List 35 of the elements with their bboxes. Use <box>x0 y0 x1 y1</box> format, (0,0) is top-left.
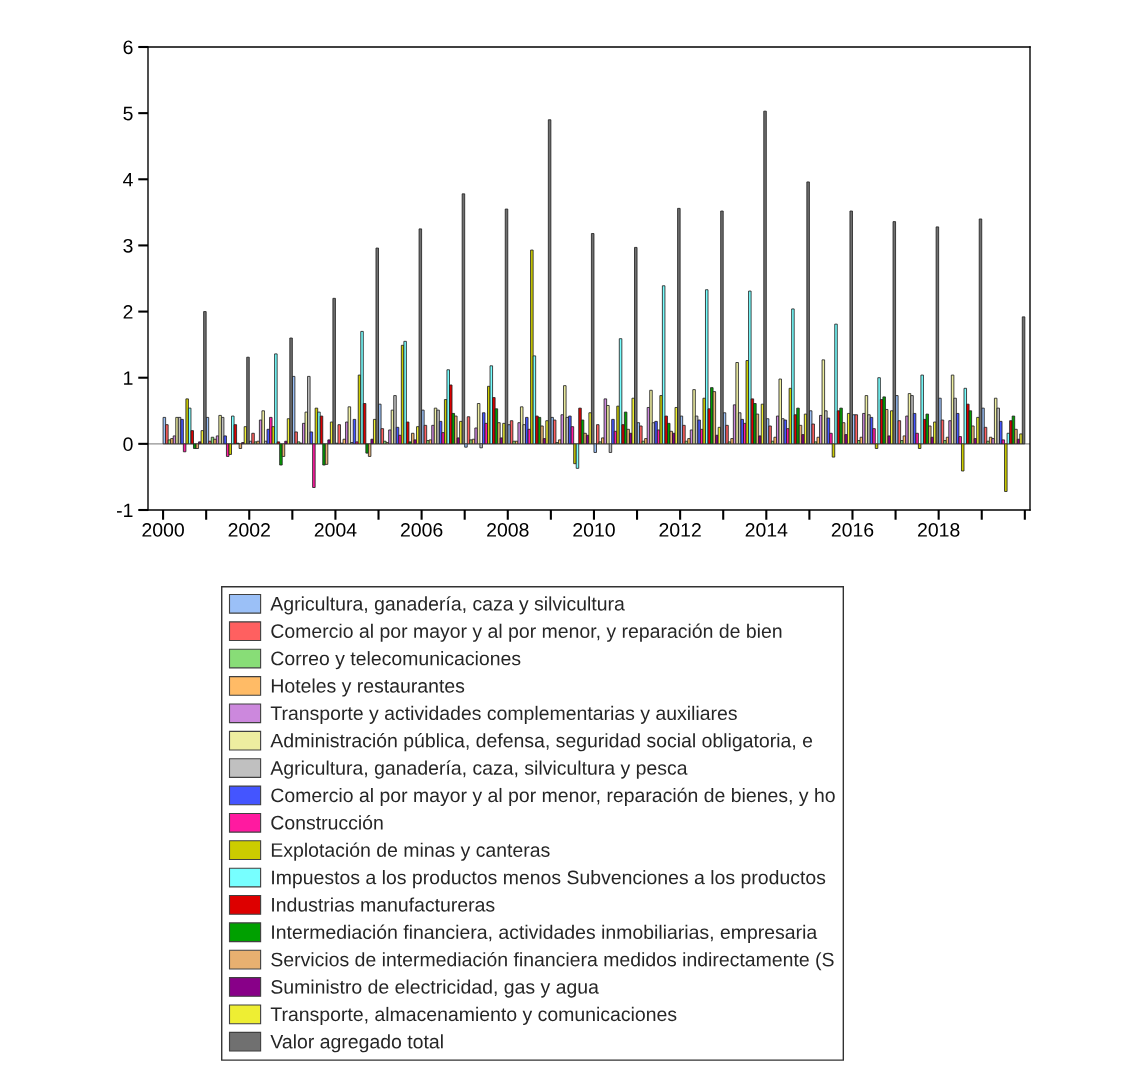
legend-label: Impuestos a los productos menos Subvenciones a los productos <box>272 870 826 889</box>
legend-label: Hoteles y restaurantes <box>271 678 465 697</box>
x-tick-label: 2016 <box>831 523 874 537</box>
x-tick-label: 2010 <box>573 523 615 537</box>
x-tick-label: 2008 <box>487 523 529 537</box>
y-tick-label: 2 <box>123 305 133 319</box>
legend-label: Servicios de intermediación financiera medidos indirectamente (S <box>271 951 834 971</box>
legend-label: Administración pública, defensa, seguridad social obligatoria, e <box>270 732 813 752</box>
legend-label: Industrias manufactureras <box>272 897 495 912</box>
x-tick-label: 2014 <box>745 523 788 537</box>
legend-label: Transporte y actividades complementarias y auxiliares <box>270 705 737 724</box>
y-tick-label: 1 <box>124 371 133 385</box>
x-tick-label: 2006 <box>400 523 443 537</box>
legend-label: Transporte, almacenamiento y comunicaciones <box>270 1006 677 1025</box>
x-tick-label: 2012 <box>659 523 701 537</box>
x-tick-label: 2000 <box>142 523 184 537</box>
legend-label: Correo y telecomunicaciones <box>271 651 521 670</box>
legend-label: Agricultura, ganadería, caza, silvicultura y pesca <box>270 760 688 779</box>
legend-label: Construcción <box>271 815 383 830</box>
y-tick-label: 3 <box>123 238 133 253</box>
legend-label: Comercio al por mayor y al por menor, reparación de bienes, y ho <box>271 787 835 807</box>
legend-label: Valor agregado total <box>270 1034 443 1053</box>
x-tick-label: 2004 <box>314 523 357 537</box>
x-tick-label: 2018 <box>918 523 960 537</box>
y-tick-label: 5 <box>123 106 133 121</box>
y-tick-label: 0 <box>123 437 133 452</box>
legend-label: Intermediación financiera, actividades inmobiliarias, empresaria <box>272 924 818 943</box>
y-tick-label: -1 <box>116 503 133 518</box>
legend-label: Agricultura, ganadería, caza y silvicultura <box>270 596 625 615</box>
y-tick-label: 6 <box>123 40 133 55</box>
legend-label: Explotación de minas y canteras <box>271 842 550 861</box>
legend-label: Comercio al por mayor y al por menor, y reparación de bien <box>271 623 782 642</box>
y-tick-label: 4 <box>123 172 133 187</box>
x-tick-label: 2002 <box>228 523 270 537</box>
legend-label: Suministro de electricidad, gas y agua <box>271 979 599 998</box>
